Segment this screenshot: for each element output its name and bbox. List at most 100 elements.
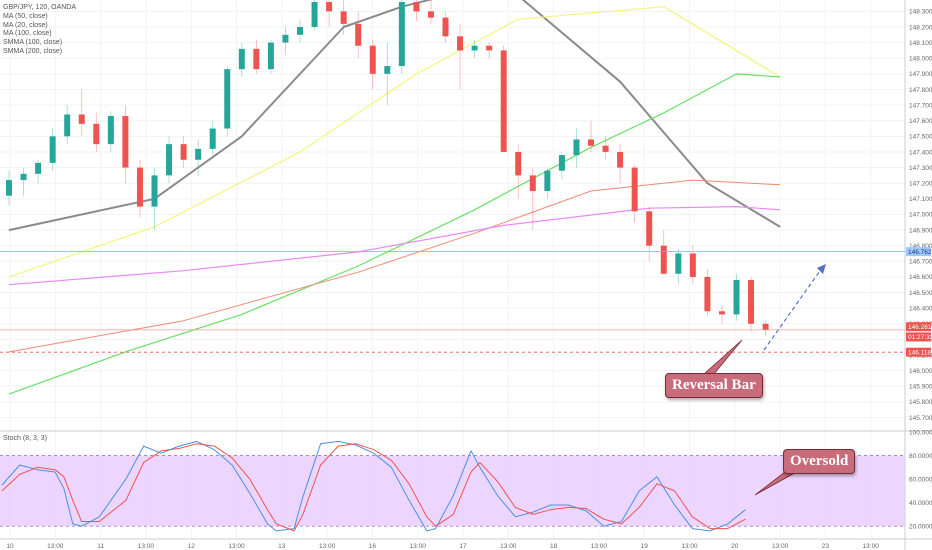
- time-tick-label: 23: [822, 543, 830, 550]
- price-tick-label: 146.600: [909, 274, 932, 281]
- support-price-tag-bg: [906, 347, 931, 357]
- candle-body: [631, 167, 638, 212]
- time-tick-label: 13:00: [228, 543, 245, 550]
- candle-body: [49, 136, 56, 163]
- time-tick-label: 13:00: [500, 543, 517, 550]
- candle-body: [573, 139, 580, 156]
- time-tick-label: 17: [459, 543, 467, 550]
- candle-body: [122, 116, 129, 168]
- candle-body: [718, 311, 725, 315]
- candle-body: [224, 69, 231, 129]
- support-price-tag: 146.118: [908, 350, 931, 357]
- time-axis: 10 13:00 11 13:00 12 13:00 13 13:00 16 13:00 17 13:…: [6, 543, 879, 550]
- stoch-tick-label: 60.0000: [909, 476, 932, 483]
- price-tick-label: 147.400: [909, 149, 932, 156]
- projection-arrowhead: [817, 264, 826, 274]
- candle-body: [646, 211, 653, 246]
- candle-body: [267, 42, 274, 70]
- time-tick-label: 16: [369, 543, 377, 550]
- smma200-line: [8, 206, 781, 286]
- candle-body: [558, 155, 565, 171]
- price-tick-label: 145.800: [909, 399, 932, 406]
- candle-body: [64, 114, 71, 137]
- candle-body: [20, 173, 27, 181]
- candle-body: [486, 45, 493, 51]
- stoch-k-line: [1, 440, 746, 532]
- candle-body: [35, 162, 42, 174]
- stoch-tick-label: 100.0000: [909, 429, 932, 436]
- candle-body: [311, 2, 318, 27]
- price-tick-label: 147.700: [909, 102, 932, 109]
- stoch-band: [0, 455, 905, 527]
- oversold-callout: Oversold: [783, 449, 856, 474]
- candle-body: [180, 144, 187, 160]
- last-price-tag: 146.261: [908, 324, 932, 331]
- price-tick-label: 147.000: [909, 212, 932, 219]
- candle-body: [675, 253, 682, 274]
- candle-body: [515, 151, 522, 176]
- price-tick-label: 148.300: [909, 9, 932, 16]
- ma100-line: [8, 73, 781, 395]
- candle-body: [660, 245, 667, 274]
- candle-body: [471, 45, 478, 51]
- candle-body: [689, 253, 696, 277]
- stoch-d-line: [1, 443, 746, 532]
- price-tick-label: 146.800: [909, 243, 932, 250]
- price-tick-label: 146.000: [909, 368, 932, 375]
- price-tick-label: 148.200: [909, 24, 932, 31]
- ma20-line: [8, 0, 781, 232]
- candle-body: [195, 148, 202, 160]
- candle-body: [762, 323, 769, 331]
- legend-smma100: SMMA (100, close): [3, 39, 63, 47]
- candle-body: [238, 48, 245, 70]
- candle-body: [6, 180, 12, 196]
- time-tick-label: 13:00: [681, 543, 698, 550]
- candle-body: [297, 26, 303, 35]
- resistance-price-tag-bg: [906, 247, 931, 257]
- moving-averages: [8, 0, 781, 395]
- price-tick-label: 145.700: [909, 415, 932, 422]
- candle-body: [166, 144, 173, 176]
- smma100-line: [8, 179, 781, 353]
- price-tick-label: 146.700: [909, 259, 932, 266]
- candle-body: [282, 34, 289, 43]
- candle-body: [588, 139, 594, 146]
- last-price-tag-bg: [906, 322, 931, 332]
- reversal-bar-callout: Reversal Bar: [665, 373, 763, 398]
- time-tick-label: 13:00: [410, 543, 427, 550]
- price-tick-label: 147.800: [909, 87, 932, 94]
- legend-ma50: MA (50, close): [3, 12, 48, 20]
- price-tick-label: 147.500: [909, 134, 932, 141]
- candle-body: [413, 2, 420, 12]
- price-tick-label: 148.000: [909, 56, 932, 63]
- countdown-tag: 01:27:32: [908, 334, 932, 341]
- candles: [6, 0, 769, 337]
- candle-body: [602, 145, 609, 152]
- candle-body: [457, 36, 464, 51]
- reversal-pointer: [702, 339, 743, 375]
- time-tick-label: 18: [550, 543, 558, 550]
- candle-body: [93, 123, 100, 145]
- stoch-tick-label: 20.0000: [909, 524, 932, 531]
- candle-body: [704, 276, 711, 312]
- price-lines: [0, 251, 905, 353]
- candle-body: [209, 128, 216, 149]
- countdown-tag-bg: [906, 332, 931, 342]
- symbol-line: GBP/JPY, 120, OANDA: [3, 4, 77, 11]
- price-tick-label: 147.300: [909, 165, 932, 172]
- candle-body: [326, 2, 333, 12]
- price-tick-label: 146.500: [909, 290, 932, 297]
- price-tick-label: 146.400: [909, 305, 932, 312]
- projection-arrow-line: [763, 267, 823, 351]
- candle-body: [733, 280, 740, 315]
- stoch-tick-label: 40.0000: [909, 500, 932, 507]
- candle-body: [748, 280, 755, 324]
- price-tick-label: 146.900: [909, 227, 932, 234]
- time-tick-label: 10: [6, 543, 14, 550]
- price-tick-label: 145.900: [909, 384, 932, 391]
- candle-body: [107, 116, 114, 145]
- stoch-tick-label: 80.0000: [909, 453, 932, 460]
- candle-body: [442, 17, 449, 37]
- time-tick-label: 13:00: [863, 543, 880, 550]
